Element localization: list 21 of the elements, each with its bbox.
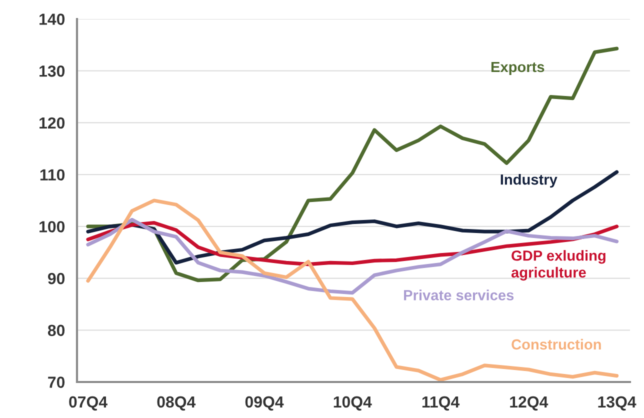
series-label: Private services: [404, 290, 514, 300]
x-tick-label: 10Q4: [334, 396, 372, 411]
y-tick-label: 130: [40, 65, 65, 77]
line-series: [86, 198, 619, 382]
x-tick-label: 11Q4: [422, 396, 460, 411]
series-label: GDP exluding agriculture: [511, 250, 606, 281]
y-tick-label: 80: [48, 324, 65, 336]
series-label: Construction: [512, 338, 601, 350]
x-tick-label: 12Q4: [510, 396, 548, 411]
x-tick-label: 07Q4: [69, 396, 108, 411]
y-tick-label: 70: [48, 376, 65, 388]
x-tick-label: 13Q4: [598, 396, 636, 411]
series-label: Industry: [500, 174, 558, 188]
y-tick-label: 90: [48, 272, 65, 284]
x-tick-label: 08Q4: [157, 396, 196, 411]
y-tick-label: 140: [40, 14, 65, 25]
y-tick-label: 100: [40, 221, 65, 232]
y-tick-label: 110: [40, 169, 65, 181]
y-tick-label: 120: [40, 117, 65, 129]
x-tick-label: 09Q4: [245, 396, 284, 411]
series-label: Exports: [491, 62, 544, 76]
